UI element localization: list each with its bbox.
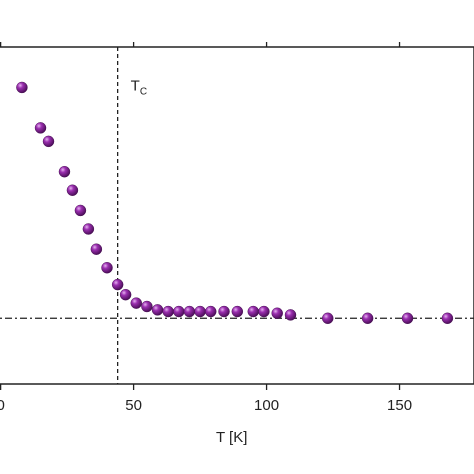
x-axis-label: T [K] (216, 429, 247, 446)
data-point (16, 81, 28, 94)
data-point (162, 305, 174, 318)
tc-annotation: TC (131, 77, 147, 97)
data-point (42, 135, 55, 148)
data-point (74, 204, 87, 217)
data-point (183, 305, 196, 318)
data-point (441, 312, 454, 324)
data-points (16, 81, 454, 324)
x-axis-tick-labels: 0 50 100 150 (0, 397, 412, 414)
data-point (151, 304, 164, 316)
data-point (322, 312, 334, 324)
data-point (141, 300, 153, 313)
reference-lines (0, 47, 474, 384)
data-point (361, 312, 374, 324)
tc-annotation-subscript: C (140, 86, 147, 97)
x-tick-label: 0 (0, 397, 5, 414)
data-point (111, 278, 124, 291)
data-point (231, 305, 244, 318)
data-point (271, 307, 283, 319)
data-point (218, 305, 230, 318)
x-tick-label: 150 (387, 397, 412, 414)
data-point (247, 305, 259, 318)
data-point (194, 305, 206, 318)
data-point (205, 305, 217, 318)
data-point (34, 122, 47, 134)
x-tick-label: 50 (125, 397, 142, 414)
plot-frame (0, 46, 474, 385)
data-point (90, 243, 103, 255)
data-point (66, 184, 79, 196)
x-axis-ticks (0, 42, 401, 390)
x-tick-label: 100 (254, 397, 279, 414)
data-point (284, 309, 297, 321)
tc-annotation-main: T (131, 77, 140, 94)
data-point (130, 297, 142, 309)
data-point (258, 305, 270, 318)
data-point (58, 165, 71, 178)
data-point (101, 262, 113, 274)
data-point (82, 223, 95, 235)
data-point (119, 288, 132, 301)
data-point (401, 312, 414, 324)
data-point (173, 305, 185, 318)
